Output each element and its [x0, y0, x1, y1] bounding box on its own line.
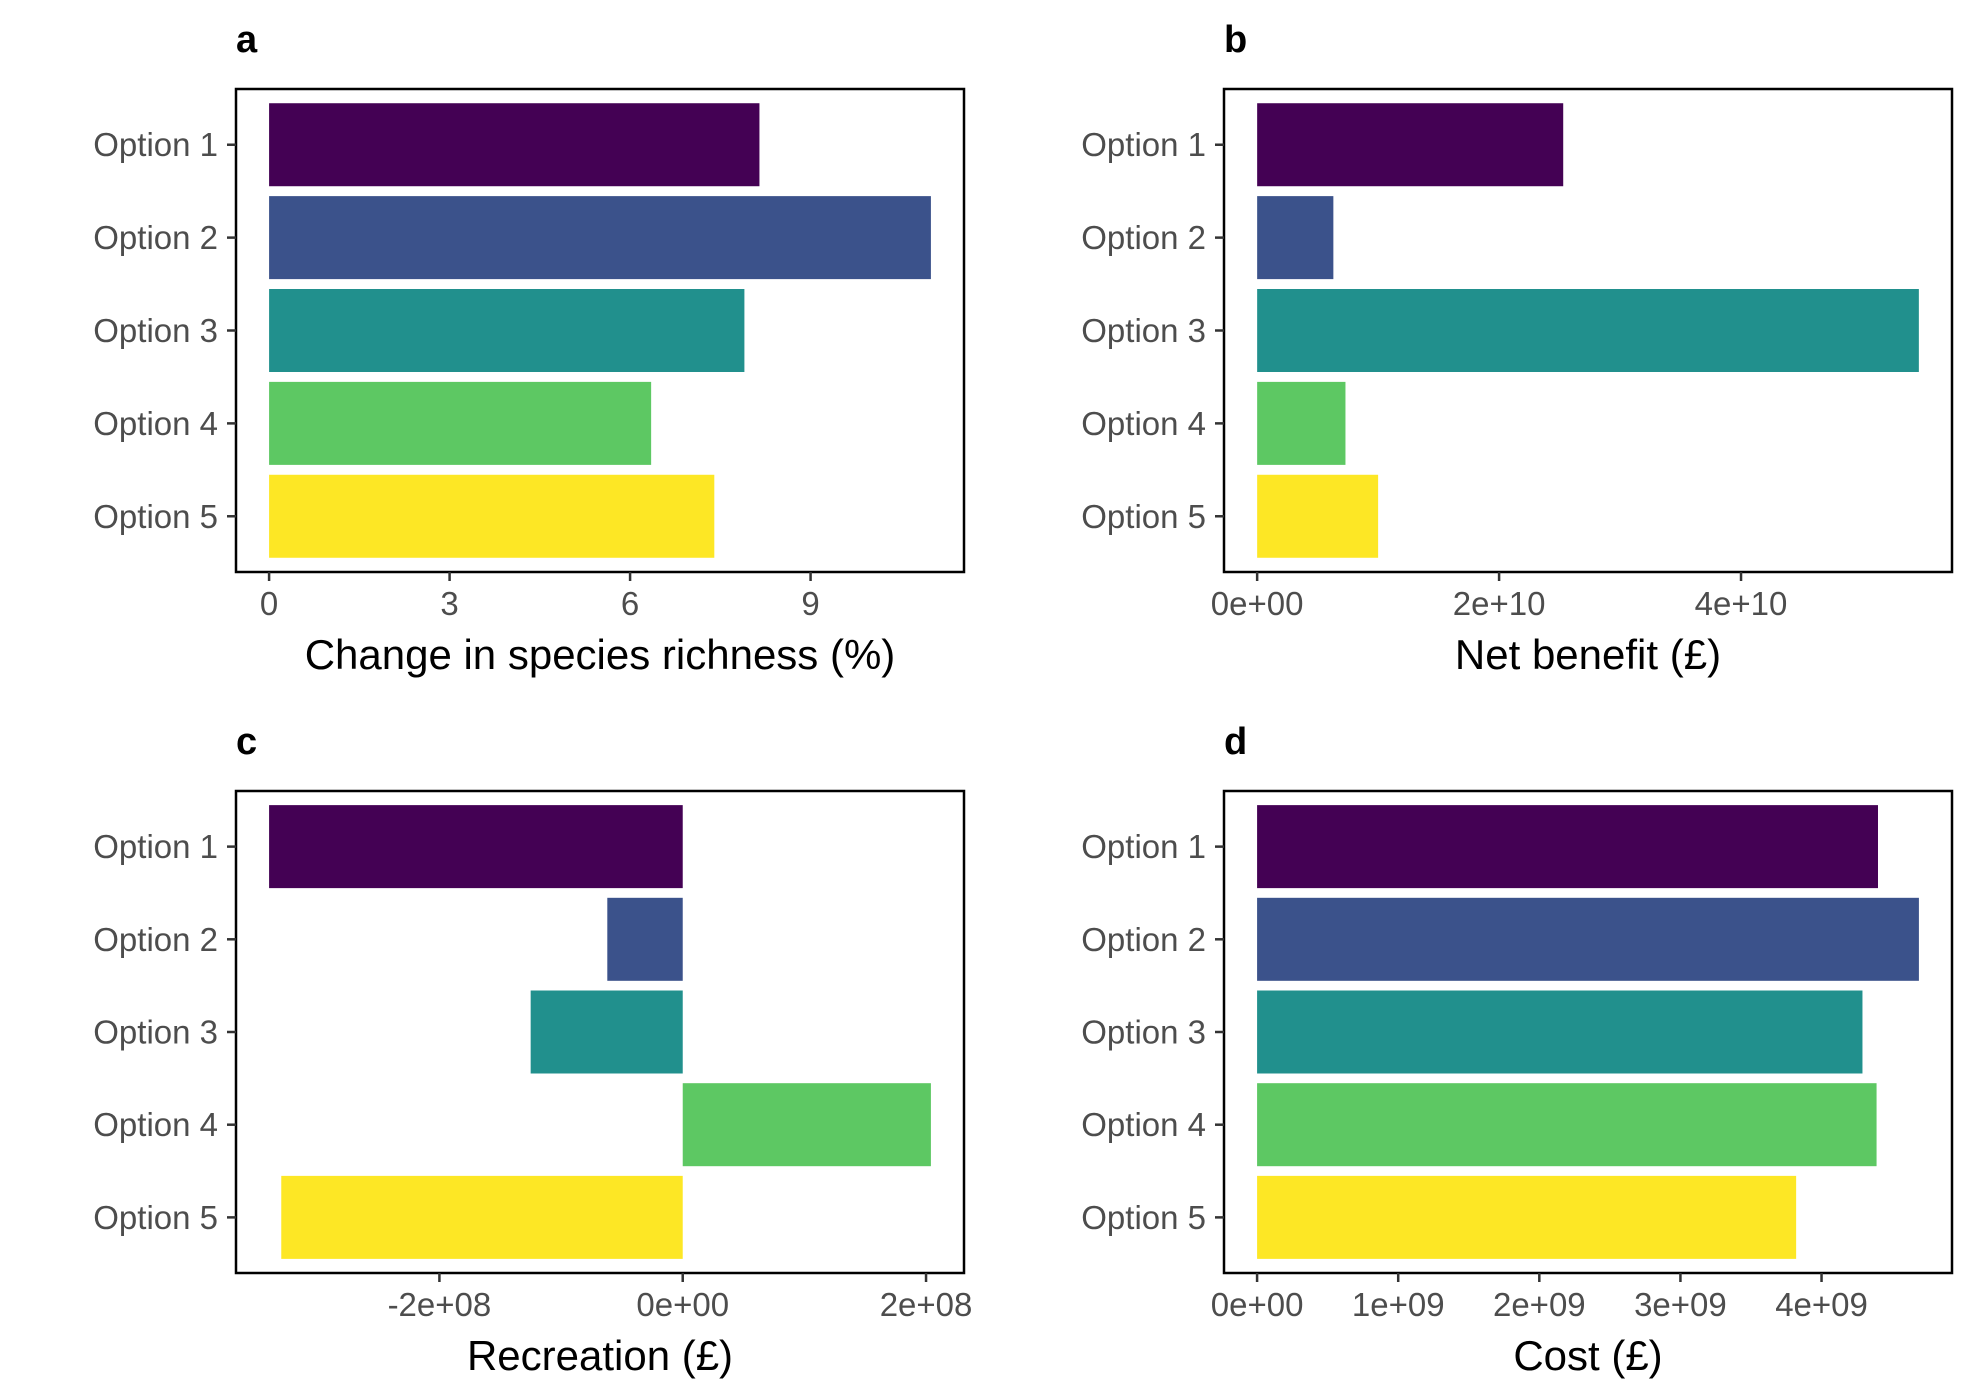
y-tick-label: Option 4 [93, 1106, 218, 1143]
bar-option-5 [1257, 1175, 1797, 1259]
panel-c: c Option 1 Option 2 Option 3 Option 4 Option … [93, 721, 972, 1379]
bar-option-2 [1257, 897, 1919, 981]
bar-option-5 [1257, 474, 1379, 558]
y-tick-label: Option 3 [93, 312, 218, 349]
bar-option-4 [269, 381, 652, 465]
x-tick-label: 4e+10 [1695, 585, 1788, 622]
bar-option-3 [530, 990, 683, 1074]
x-tick-label: 2e+09 [1493, 1286, 1586, 1323]
y-tick-label: Option 2 [1081, 219, 1206, 256]
panel-label: d [1224, 721, 1247, 763]
x-tick-label: -2e+08 [388, 1286, 492, 1323]
y-tick-label: Option 1 [93, 126, 218, 163]
bar-option-4 [1257, 1083, 1877, 1167]
x-tick-label: 0e+00 [636, 1286, 729, 1323]
x-tick-label: 9 [801, 585, 819, 622]
x-tick-label: 0e+00 [1211, 585, 1304, 622]
x-axis-title: Change in species richness (%) [305, 631, 896, 678]
bar-option-4 [1257, 381, 1346, 465]
x-tick-label: 4e+09 [1775, 1286, 1868, 1323]
y-tick-label: Option 5 [93, 498, 218, 535]
x-tick-label: 0e+00 [1211, 1286, 1304, 1323]
y-tick-label: Option 4 [1081, 405, 1206, 442]
x-tick-label: 0 [260, 585, 278, 622]
bar-option-1 [1257, 805, 1878, 889]
bar-option-1 [269, 805, 683, 889]
y-tick-label: Option 5 [1081, 1199, 1206, 1236]
x-axis-title: Cost (£) [1513, 1332, 1662, 1379]
bar-option-2 [269, 196, 931, 280]
bar-option-4 [682, 1083, 931, 1167]
bar-option-1 [269, 103, 760, 187]
y-tick-label: Option 1 [1081, 126, 1206, 163]
panel-a: a Option 1 Option 2 Option 3 Option 4 Option … [93, 19, 966, 678]
x-tick-label: 2e+10 [1453, 585, 1546, 622]
y-tick-label: Option 5 [93, 1199, 218, 1236]
y-tick-label: Option 1 [93, 828, 218, 865]
y-tick-label: Option 4 [93, 405, 218, 442]
y-tick-label: Option 3 [1081, 1014, 1206, 1051]
panel-b: b Option 1 Option 2 Option 3 Option 4 Option … [1081, 19, 1954, 678]
y-tick-label: Option 4 [1081, 1106, 1206, 1143]
y-tick-label: Option 2 [93, 921, 218, 958]
panel-label: a [236, 19, 258, 61]
x-tick-label: 3 [440, 585, 458, 622]
x-axis-title: Net benefit (£) [1455, 631, 1721, 678]
y-tick-label: Option 1 [1081, 828, 1206, 865]
y-tick-label: Option 5 [1081, 498, 1206, 535]
panel-label: c [236, 721, 257, 763]
x-axis-title: Recreation (£) [467, 1332, 733, 1379]
y-tick-label: Option 3 [1081, 312, 1206, 349]
bar-option-5 [281, 1175, 683, 1259]
bar-option-2 [607, 897, 683, 981]
bar-option-3 [1257, 289, 1919, 372]
x-tick-label: 1e+09 [1352, 1286, 1445, 1323]
x-tick-label: 2e+08 [880, 1286, 973, 1323]
bar-option-2 [1257, 196, 1334, 280]
bar-option-3 [269, 289, 745, 372]
y-tick-label: Option 2 [1081, 921, 1206, 958]
bar-option-3 [1257, 990, 1863, 1074]
bar-option-5 [269, 474, 715, 558]
y-tick-label: Option 2 [93, 219, 218, 256]
y-tick-label: Option 3 [93, 1014, 218, 1051]
panel-d: d Option 1 Option 2 Option 3 Option 4 Option … [1081, 721, 1954, 1379]
bar-option-1 [1257, 103, 1564, 187]
x-tick-label: 6 [621, 585, 639, 622]
panel-label: b [1224, 19, 1247, 61]
x-tick-label: 3e+09 [1634, 1286, 1727, 1323]
